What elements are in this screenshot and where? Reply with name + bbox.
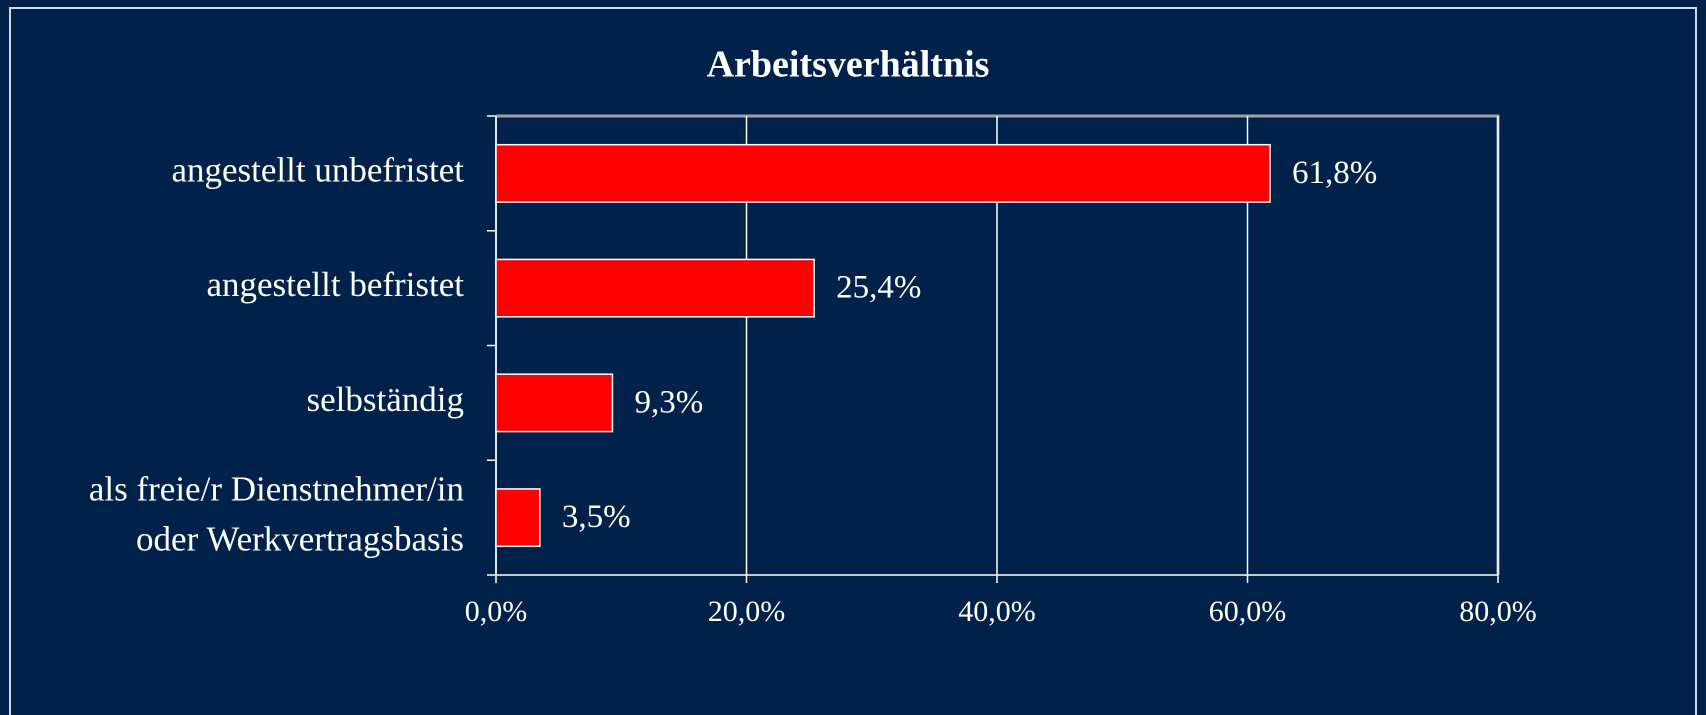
y-tick-label: angestellt unbefristet bbox=[171, 150, 464, 189]
value-label: 3,5% bbox=[562, 499, 631, 535]
x-tick-label: 40,0% bbox=[958, 595, 1036, 628]
x-tick-label: 0,0% bbox=[465, 595, 528, 628]
chart-title: Arbeitsverhältnis bbox=[707, 44, 990, 86]
x-tick-label: 20,0% bbox=[708, 595, 786, 628]
y-tick-label: als freie/r Dienstnehmer/in oder Werkvert… bbox=[89, 470, 464, 559]
x-tick-label: 80,0% bbox=[1459, 595, 1537, 628]
frame bbox=[9, 7, 1697, 715]
x-tick-label: 60,0% bbox=[1209, 595, 1287, 628]
y-tick-label: selbständig bbox=[307, 380, 464, 419]
value-label: 61,8% bbox=[1292, 155, 1377, 191]
value-label: 25,4% bbox=[836, 270, 921, 306]
y-tick-label: angestellt befristet bbox=[206, 265, 464, 304]
bar bbox=[495, 143, 1271, 203]
bar bbox=[495, 488, 541, 548]
bar bbox=[495, 258, 815, 318]
bar bbox=[495, 373, 614, 433]
value-label: 9,3% bbox=[634, 384, 703, 420]
